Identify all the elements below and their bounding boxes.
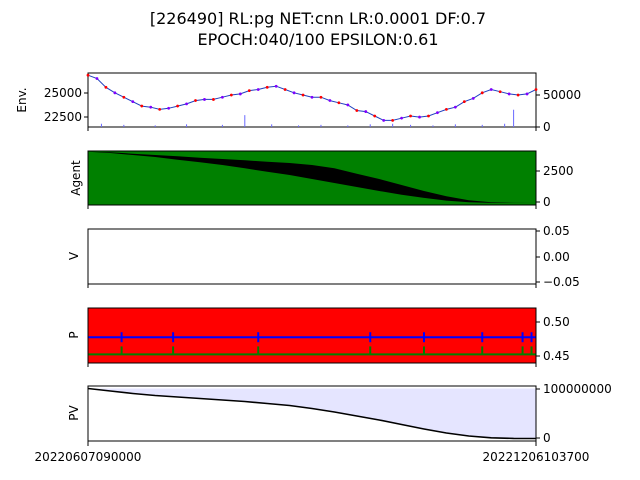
trade-marker [364, 110, 368, 113]
trade-marker [95, 77, 99, 80]
env-axes-frame [87, 72, 537, 128]
trade-marker [158, 107, 162, 111]
pv-area-fill [88, 388, 536, 439]
trade-marker [400, 116, 403, 120]
env-left-tick-label: 25000 [44, 86, 82, 100]
trade-marker [167, 106, 171, 110]
trade-marker [185, 102, 188, 106]
trade-marker [113, 91, 117, 95]
p-series-lines [88, 332, 536, 356]
env-right-tick-label: 0 [543, 120, 551, 134]
pv-right-tick-label: 100000000 [543, 382, 612, 396]
trade-marker [418, 115, 421, 119]
trade-marker [409, 114, 412, 118]
trade-marker [436, 111, 439, 115]
trade-marker [176, 104, 180, 108]
trade-marker [229, 93, 233, 97]
p-right-tick-label: 0.45 [543, 349, 570, 363]
env-trade-markers [86, 73, 538, 122]
trade-marker [373, 114, 377, 118]
trade-marker [310, 95, 314, 99]
pv-axes-frame [87, 385, 537, 442]
env-left-tick-label: 22500 [44, 110, 82, 124]
v-right-tick-label: 0.05 [543, 224, 570, 238]
p-ylabel: P [67, 331, 81, 338]
trade-marker [445, 107, 448, 111]
trade-marker [301, 93, 305, 97]
trade-marker [337, 101, 341, 105]
trade-marker [489, 88, 493, 91]
trade-marker [149, 105, 153, 109]
v-panel: V 0.05 0.00 −0.05 [67, 224, 580, 289]
env-panel: Env. 25000 22500 50000 0 [15, 72, 581, 134]
trade-marker [346, 103, 350, 107]
env-volume-bars [100, 109, 515, 127]
v-ylabel: V [67, 251, 81, 260]
p-right-tick-label: 0.50 [543, 315, 570, 329]
trade-marker [256, 88, 260, 91]
v-right-tick-label: 0.00 [543, 250, 570, 264]
env-ylabel: Env. [15, 87, 29, 112]
trade-marker [355, 109, 359, 112]
p-axes-frame [87, 307, 537, 364]
trade-marker [283, 88, 287, 91]
trade-marker [221, 95, 224, 99]
trade-marker [292, 91, 296, 95]
x-start-tick-label: 20220607090000 [35, 450, 142, 464]
trade-marker [462, 100, 466, 104]
trade-marker [104, 85, 108, 89]
trade-marker [122, 95, 126, 99]
trade-marker [382, 118, 386, 122]
agent-holdings-area [88, 151, 536, 203]
trade-marker [391, 118, 395, 122]
x-end-tick-label: 20221206103700 [483, 450, 590, 464]
agent-right-tick-label: 2500 [543, 164, 574, 178]
trade-marker [194, 99, 197, 102]
trade-marker [525, 92, 529, 96]
trade-marker [203, 98, 206, 101]
trade-marker [471, 96, 475, 100]
figure-title-line2: EPOCH:040/100 EPSILON:0.61 [197, 30, 438, 49]
pv-ylabel: PV [67, 404, 81, 420]
figure-title-line1: [226490] RL:pg NET:cnn LR:0.0001 DF:0.7 [150, 9, 486, 28]
trade-marker [427, 114, 430, 118]
trade-marker [274, 84, 278, 88]
trade-marker [238, 92, 242, 96]
agent-axes-frame [87, 150, 537, 206]
trade-marker [453, 105, 457, 109]
trade-marker [319, 95, 323, 99]
trade-marker [498, 90, 502, 94]
v-right-tick-label: −0.05 [543, 275, 580, 289]
trade-marker [507, 92, 511, 96]
trade-marker [86, 73, 90, 77]
agent-panel: Agent 2500 0 [69, 150, 574, 209]
trade-marker [516, 93, 520, 97]
trade-marker [328, 99, 332, 102]
trade-marker [534, 88, 538, 91]
pv-line [87, 387, 537, 440]
trade-marker [480, 91, 484, 95]
agent-ylabel: Agent [69, 160, 83, 196]
env-right-tick-label: 50000 [543, 88, 581, 102]
pv-panel: PV 100000000 0 20220607090000 2022120610… [35, 382, 612, 464]
trade-marker [131, 100, 135, 104]
trade-marker [265, 85, 269, 89]
pv-right-tick-label: 0 [543, 431, 551, 445]
trade-marker [247, 89, 251, 93]
trade-marker [212, 98, 215, 101]
agent-right-tick-label: 0 [543, 195, 551, 209]
p-panel: P 0.50 0.45 [67, 307, 570, 367]
trade-marker [140, 104, 144, 108]
